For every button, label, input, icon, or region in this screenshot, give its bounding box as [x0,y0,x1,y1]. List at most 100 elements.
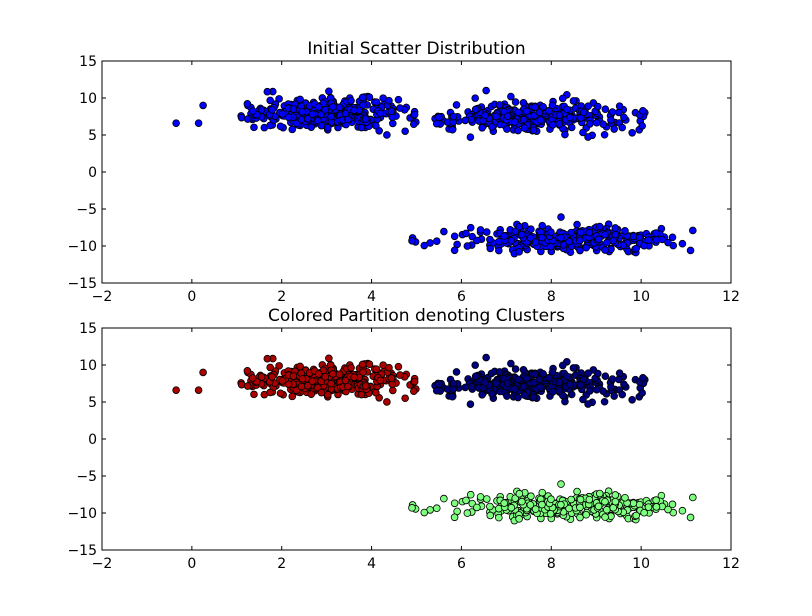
y-tick-label: 10 [79,358,97,374]
data-point-cluster-1 [376,109,385,118]
data-point-cluster-1 [243,115,252,123]
data-point-cluster-2 [579,395,587,404]
data-point-cluster-1 [278,110,287,118]
data-point-cluster-3 [531,505,540,513]
data-point-cluster-3 [507,236,516,245]
data-point-cluster-3 [463,242,472,250]
data-point-cluster-1 [304,381,312,390]
data-point-cluster-3 [594,235,603,244]
data-point-cluster-3 [538,221,547,230]
data-point-cluster-3 [440,227,448,236]
data-point-cluster-1 [350,106,358,115]
data-point-cluster-1 [266,121,274,130]
data-point-cluster-3 [576,495,585,504]
data-point-cluster-2 [495,368,504,376]
data-point-cluster-2 [531,103,539,111]
data-point-outlier [686,246,695,255]
data-point-cluster-1 [385,96,393,105]
data-point-cluster-3 [632,244,640,253]
data-point-cluster-1 [335,103,344,112]
data-point-outlier [686,513,695,522]
data-point-cluster-3 [432,237,441,246]
data-point-cluster-1 [266,96,275,105]
data-point-cluster-1 [365,360,374,369]
data-point-cluster-1 [335,370,344,379]
data-point-cluster-2 [520,391,529,399]
data-point-cluster-1 [410,110,419,119]
x-tick-label: 12 [722,289,740,305]
data-point-cluster-2 [594,102,602,111]
data-point-cluster-1 [359,368,367,377]
y-tick-label: 10 [79,91,97,107]
data-point-cluster-1 [372,365,381,373]
data-point-cluster-1 [401,127,409,136]
data-point-cluster-3 [585,228,594,237]
data-point-cluster-2 [586,387,594,395]
data-point-cluster-1 [361,115,370,123]
data-point-cluster-3 [664,505,672,514]
data-point-cluster-3 [611,491,620,499]
data-point-cluster-2 [471,94,479,102]
data-point-cluster-3 [482,495,491,503]
data-point-cluster-2 [510,385,519,393]
data-point-cluster-3 [640,241,648,250]
data-point-cluster-2 [435,113,443,121]
data-point-cluster-2 [507,359,515,368]
data-point-cluster-3 [603,505,611,514]
y-tick-label: −10 [67,239,97,255]
data-point-cluster-1 [237,113,246,122]
data-point-cluster-3 [601,246,609,254]
data-point-outlier [199,368,207,377]
data-point-cluster-3 [450,246,459,255]
data-point-cluster-2 [488,123,496,131]
data-point-cluster-3 [576,503,584,512]
data-point-cluster-3 [486,235,494,244]
data-point-cluster-2 [639,107,647,115]
data-point-cluster-2 [514,375,522,384]
data-point-cluster-2 [481,111,489,120]
data-point-cluster-2 [529,393,538,401]
data-point-cluster-1 [383,131,391,139]
data-point-cluster-3 [538,233,546,242]
data-point-cluster-2 [511,98,520,106]
data-point-cluster-1 [308,377,317,386]
data-point-cluster-3 [632,511,640,520]
data-point-cluster-3 [527,225,535,233]
x-tick-label: −2 [92,289,113,305]
data-point-cluster-3 [603,238,611,247]
data-point-cluster-3 [473,503,481,512]
data-point-cluster-2 [579,108,588,117]
data-point-cluster-1 [327,112,335,121]
x-tick-label: 0 [187,556,196,572]
data-point-cluster-1 [257,373,266,381]
data-point-cluster-3 [420,508,429,517]
data-point-cluster-1 [396,371,404,379]
data-point-cluster-1 [372,121,380,130]
data-point-cluster-1 [276,122,285,131]
data-point-cluster-1 [292,386,301,395]
x-tick-label: −2 [92,556,113,572]
data-point-cluster-1 [307,390,316,398]
data-point-cluster-1 [372,98,381,106]
data-point-cluster-2 [618,390,627,399]
x-tick-label: 6 [457,289,466,305]
data-point-outlier [408,504,416,512]
data-point-cluster-2 [461,116,470,125]
data-point-cluster-1 [304,114,312,123]
data-point-cluster-1 [409,387,418,395]
data-point-cluster-1 [329,370,337,378]
data-point-cluster-3 [507,503,516,512]
data-point-cluster-1 [308,110,317,119]
data-point-cluster-2 [519,366,528,374]
data-point-cluster-3 [527,492,535,500]
data-point-cluster-2 [535,375,544,384]
data-point-cluster-2 [503,125,511,133]
data-point-cluster-3 [515,248,523,256]
data-point-cluster-1 [288,392,297,401]
data-point-cluster-2 [449,112,458,121]
data-point-cluster-2 [601,372,610,381]
data-point-cluster-3 [557,233,565,242]
data-point-cluster-1 [298,108,307,116]
data-point-cluster-1 [266,363,275,372]
x-tick-label: 8 [547,289,556,305]
